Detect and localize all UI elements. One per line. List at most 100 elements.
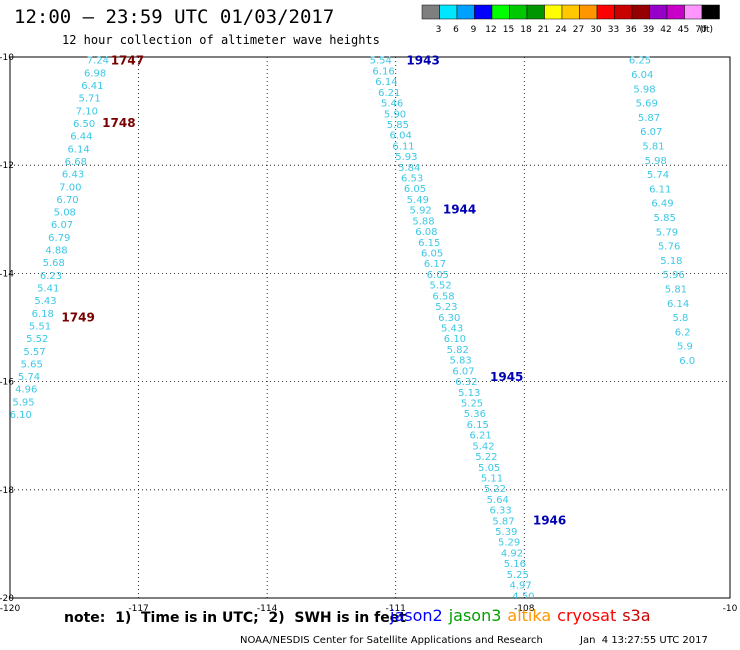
wave-height-value: 7.24 [87,56,109,67]
wave-height-value: 5.76 [658,242,680,253]
wave-height-value: 5.41 [37,284,59,295]
wave-height-value: 6.15 [418,238,440,249]
wave-height-value: 5.90 [384,109,406,120]
legend-label: 21 [538,25,549,35]
wave-height-value: 5.92 [410,206,432,217]
wave-height-value: 6.98 [84,68,106,79]
y-tick-label: -12 [0,161,14,171]
wave-height-value: 6.0 [679,356,695,367]
wave-height-value: 5.25 [507,570,529,581]
wave-height-value: 5.96 [663,270,685,281]
legend-label: 9 [471,25,477,35]
track-time-label: 1944 [443,202,476,216]
satellite-legend: jason2 jason3 altika cryosat s3a [390,606,657,625]
legend-label: 15 [503,25,514,35]
wave-height-value: 6.16 [372,66,394,77]
footer-note: note: 1) Time is in UTC; 2) SWH is in fe… [64,610,406,626]
y-tick-label: -20 [0,594,14,604]
wave-height-value: 6.68 [65,157,87,168]
wave-height-value: 6.23 [40,271,62,282]
wave-height-value: 5.25 [461,398,483,409]
wave-height-value: 5.81 [642,141,664,152]
wave-height-value: 5.49 [407,195,429,206]
wave-height-value: 5.54 [370,56,392,67]
wave-height-value: 6.05 [427,270,449,281]
wave-height-value: 5.65 [21,359,43,370]
y-tick-label: -18 [0,486,14,496]
wave-height-value: 5.98 [633,84,655,95]
x-tick-label: -108 [514,604,535,614]
wave-height-value: 6.33 [489,506,511,517]
wave-height-value: 5.79 [656,227,678,238]
wave-height-value: 6.21 [378,88,400,99]
track-time-label: 1945 [490,370,523,384]
wave-height-value: 6.07 [452,366,474,377]
credit-line: NOAA/NESDIS Center for Satellite Applica… [240,635,543,646]
wave-height-value: 5.82 [447,345,469,356]
wave-height-value: 6.49 [651,199,673,210]
legend-label: 18 [520,25,532,35]
wave-height-value: 6.04 [390,131,412,142]
legend-label: 33 [608,25,619,35]
x-tick-label: -117 [128,604,148,614]
legend-label: 27 [573,25,584,35]
wave-height-value: 5.9 [677,342,693,353]
wave-height-value: 6.05 [421,249,443,260]
wave-height-value: 5.16 [504,559,526,570]
satellite-name-jason3: jason3 [448,606,502,625]
wave-height-value: 5.43 [34,296,56,307]
wave-height-value: 6.30 [438,313,460,324]
wave-height-value: 6.44 [70,132,92,143]
track-time-label: 1748 [102,116,135,130]
wave-height-value: 4.50 [512,591,534,602]
y-tick-label: -10 [0,53,14,63]
wave-height-value: 5.64 [487,495,509,506]
wave-height-value: 5.52 [430,281,452,292]
satellite-name-altika: altika [507,606,552,625]
y-tick-label: -14 [0,269,14,279]
wave-height-value: 6.43 [62,170,84,181]
wave-height-value: 5.22 [475,452,497,463]
wave-height-value: 6.79 [48,233,70,244]
wave-height-value: 6.15 [467,420,489,431]
track-time-label: 1946 [533,514,566,528]
color-legend: 3 6 9 12 15 18 21 24 27 30 33 36 39 42 45 70(ft) [421,4,720,35]
legend-label: 24 [555,25,567,35]
wave-height-value: 6.25 [629,56,651,67]
wave-height-value: 5.87 [492,516,514,527]
wave-height-value: 6.17 [424,259,446,270]
wave-height-value: 5.13 [458,388,480,399]
wave-height-value: 5.71 [78,94,100,105]
wave-height-value: 5.84 [398,163,420,174]
wave-height-value: 5.36 [464,409,486,420]
wave-height-value: 6.10 [444,334,466,345]
track-time-label: 1749 [61,311,94,325]
wave-height-value: 6.11 [649,184,671,195]
wave-height-value: 5.29 [498,538,520,549]
legend-label: 30 [590,25,602,35]
wave-height-value: 6.10 [10,410,32,421]
wave-height-value: 7.10 [76,106,98,117]
wave-height-value: 5.95 [12,397,34,408]
track-time-label: 1943 [406,54,439,68]
x-tick-label: -10 [723,604,738,614]
wave-height-value: 6.2 [675,327,691,338]
wave-height-value: 5.23 [435,302,457,313]
wave-height-value: 6.41 [81,81,103,92]
x-tick-label: -111 [385,604,405,614]
wave-height-value: 6.14 [67,144,89,155]
wave-height-value: 5.51 [29,321,51,332]
wave-height-value: 5.81 [665,284,687,295]
legend-label: 70 [695,25,707,35]
wave-height-value: 6.14 [375,77,397,88]
legend-label: 36 [625,25,637,35]
wave-height-value: 5.68 [43,258,65,269]
wave-height-value: 5.57 [23,347,45,358]
wave-height-value: 5.42 [472,441,494,452]
wave-height-value: 6.14 [667,299,689,310]
wave-height-value: 4.97 [509,581,531,592]
wave-height-value: 4.88 [45,246,67,257]
wave-height-value: 4.96 [15,385,37,396]
wave-height-value: 6.50 [73,119,95,130]
